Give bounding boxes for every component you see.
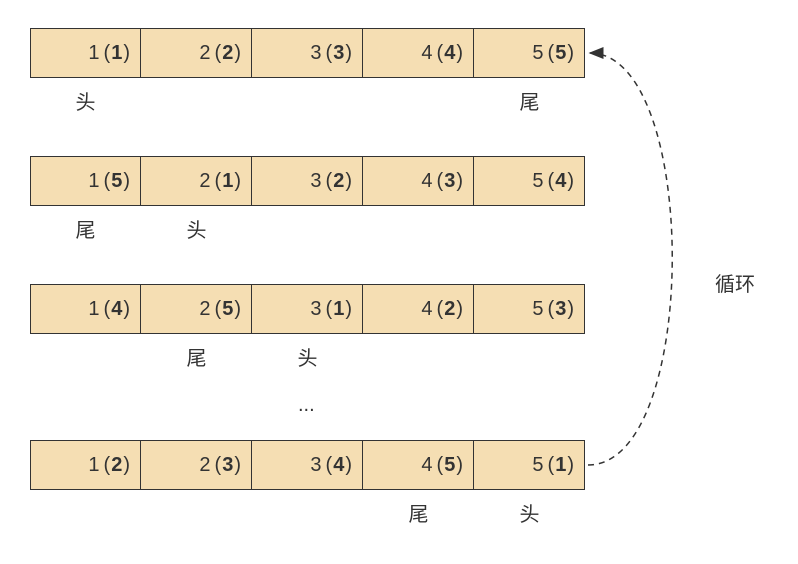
array-row: 1(1)2(2)3(3)4(4)5(5) bbox=[30, 28, 585, 78]
position-label: 尾 bbox=[76, 214, 96, 243]
array-cell: 3(1) bbox=[252, 284, 363, 334]
array-cell: 5(4) bbox=[474, 156, 585, 206]
array-cell: 3(2) bbox=[252, 156, 363, 206]
position-label: 尾 bbox=[187, 342, 207, 371]
array-cell: 4(4) bbox=[363, 28, 474, 78]
diagram-canvas: 1(1)2(2)3(3)4(4)5(5)头尾1(5)2(1)3(2)4(3)5(… bbox=[0, 0, 798, 564]
position-label: 头 bbox=[520, 498, 540, 527]
array-row: 1(4)2(5)3(1)4(2)5(3) bbox=[30, 284, 585, 334]
ellipsis: ... bbox=[298, 394, 315, 417]
array-cell: 1(1) bbox=[30, 28, 141, 78]
array-cell: 1(4) bbox=[30, 284, 141, 334]
array-cell: 5(1) bbox=[474, 440, 585, 490]
array-cell: 1(2) bbox=[30, 440, 141, 490]
position-label: 头 bbox=[76, 86, 96, 115]
array-cell: 1(5) bbox=[30, 156, 141, 206]
position-label: 尾 bbox=[520, 86, 540, 115]
array-cell: 4(3) bbox=[363, 156, 474, 206]
position-label: 头 bbox=[187, 214, 207, 243]
array-cell: 5(5) bbox=[474, 28, 585, 78]
array-row: 1(2)2(3)3(4)4(5)5(1) bbox=[30, 440, 585, 490]
array-cell: 5(3) bbox=[474, 284, 585, 334]
loop-label: 循环 bbox=[715, 268, 755, 297]
array-row: 1(5)2(1)3(2)4(3)5(4) bbox=[30, 156, 585, 206]
array-cell: 2(1) bbox=[141, 156, 252, 206]
array-cell: 3(4) bbox=[252, 440, 363, 490]
position-label: 头 bbox=[298, 342, 318, 371]
array-cell: 2(2) bbox=[141, 28, 252, 78]
array-cell: 2(3) bbox=[141, 440, 252, 490]
array-cell: 2(5) bbox=[141, 284, 252, 334]
array-cell: 4(5) bbox=[363, 440, 474, 490]
array-cell: 4(2) bbox=[363, 284, 474, 334]
position-label: 尾 bbox=[409, 498, 429, 527]
array-cell: 3(3) bbox=[252, 28, 363, 78]
